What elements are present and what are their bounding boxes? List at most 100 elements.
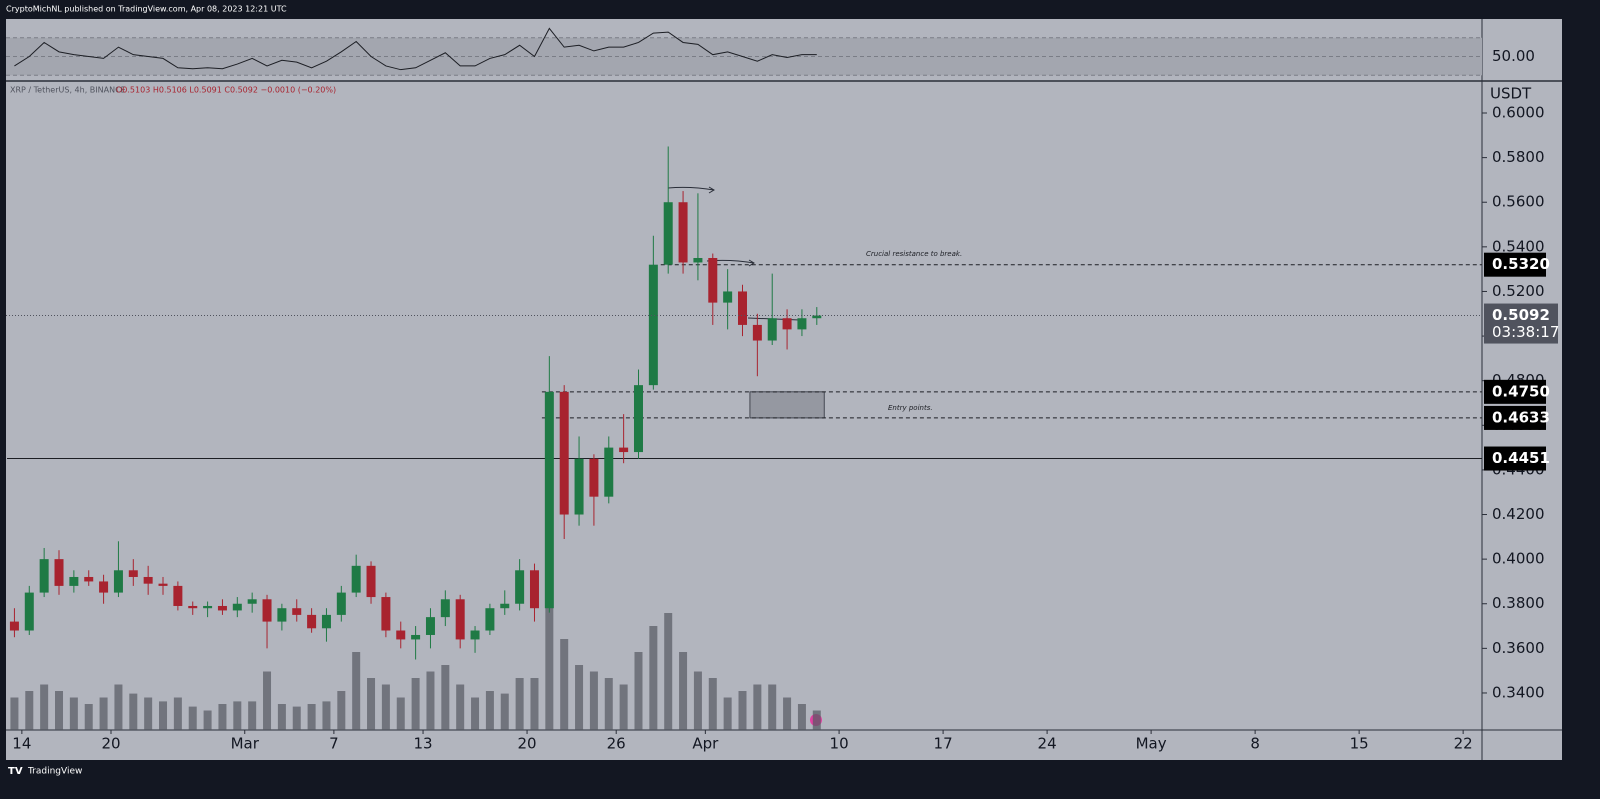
brand: TradingView [27, 767, 82, 777]
candle-body [307, 614, 317, 629]
candle-body [574, 458, 584, 515]
volume-bar [129, 693, 138, 730]
volume-bar [589, 671, 598, 730]
candle-body [84, 576, 94, 582]
volume-bar [753, 684, 762, 730]
candle-body [113, 570, 123, 593]
level-badge [1484, 446, 1546, 471]
candle-body [812, 315, 822, 319]
x-tick-label: 8 [1250, 735, 1260, 753]
candle-body [351, 565, 361, 593]
candle-body [24, 592, 34, 631]
volume-bar [263, 671, 272, 730]
level-badge [1484, 405, 1546, 430]
symbol-title: XRP / TetherUS, 4h, BINANCE [10, 86, 126, 95]
candle-body [604, 447, 614, 497]
candle-body [411, 634, 421, 640]
y-tick-label: 0.5400 [1492, 237, 1545, 255]
candle-body [723, 291, 733, 303]
volume-bar [69, 697, 78, 730]
candle-body [470, 630, 480, 640]
candle-body [515, 570, 525, 604]
candle-body [633, 385, 643, 453]
x-tick-label: Apr [692, 735, 719, 753]
candle-body [396, 630, 406, 640]
x-tick-label: May [1136, 735, 1167, 753]
chart-background [6, 19, 1562, 760]
y-tick-label: 0.4200 [1492, 505, 1545, 523]
candle-body [544, 391, 554, 609]
rsi-tick-label: 50.00 [1492, 47, 1535, 65]
x-tick-label: 24 [1038, 735, 1057, 753]
volume-bar [203, 710, 212, 730]
level-label: 0.4451 [1492, 449, 1550, 467]
volume-bar [768, 684, 777, 730]
volume-bar [40, 684, 49, 730]
volume-bar [649, 626, 658, 730]
volume-bar [307, 704, 316, 730]
candle-body [485, 608, 495, 631]
candle-body [277, 608, 287, 622]
candle-body [321, 614, 331, 629]
volume-bar [679, 652, 688, 730]
rsi-line [14, 27, 817, 71]
volume-bar [367, 678, 376, 730]
level-badge [1484, 252, 1546, 277]
volume-bar [352, 652, 361, 730]
volume-bar [783, 697, 792, 730]
candle-body [69, 576, 79, 586]
candle-body [366, 565, 376, 598]
x-tick-label: 14 [12, 735, 31, 753]
candle-body [738, 291, 747, 325]
y-tick-label: 0.3600 [1492, 639, 1545, 657]
candle-body [173, 585, 183, 606]
candle-body [425, 617, 435, 635]
volume-bar [55, 691, 64, 730]
volume-bar [322, 701, 331, 730]
volume-bar [634, 652, 643, 730]
volume-bar [277, 704, 286, 730]
volume-bar [664, 613, 673, 730]
volume-bar [693, 671, 702, 730]
rsi-pane: 50.00 [6, 27, 1535, 76]
candle-body [440, 599, 450, 618]
candle-body [782, 318, 792, 330]
y-tick-label: 0.3400 [1492, 683, 1545, 701]
candle-body [529, 570, 539, 609]
level-badge [1484, 379, 1546, 404]
volume-bar [411, 678, 420, 730]
candle-body [203, 605, 213, 609]
candle-body [99, 581, 109, 593]
candle-body [381, 597, 391, 631]
x-tick-label: 22 [1454, 735, 1473, 753]
volume-bar [292, 706, 301, 730]
candle-body [589, 458, 599, 497]
candle-body [217, 605, 227, 611]
volume-bar [144, 697, 153, 730]
candle-body [232, 603, 242, 611]
y-tick-label: 0.6000 [1492, 104, 1545, 122]
candle-body [678, 202, 688, 263]
volume-bar [173, 697, 182, 730]
volume-bar [797, 704, 806, 730]
y-tick-label: 0.5200 [1492, 282, 1545, 300]
volume-bar [456, 684, 465, 730]
volume-bar [619, 684, 628, 730]
candle-body [663, 202, 673, 265]
annotation: Entry points. [888, 404, 933, 412]
x-tick-label: Mar [231, 735, 260, 753]
y-tick-label: 0.5800 [1492, 148, 1545, 166]
volume-bar [159, 701, 168, 730]
volume-bar [738, 691, 747, 730]
entry-zone [749, 391, 825, 419]
volume-bar [545, 600, 554, 730]
volume-bar [560, 639, 569, 730]
x-tick-label: 26 [607, 735, 626, 753]
candle-body [336, 592, 346, 615]
volume-bar [515, 678, 524, 730]
candle-body [693, 257, 703, 263]
y-tick-label: 0.3800 [1492, 594, 1545, 612]
volume-bar [25, 691, 34, 730]
